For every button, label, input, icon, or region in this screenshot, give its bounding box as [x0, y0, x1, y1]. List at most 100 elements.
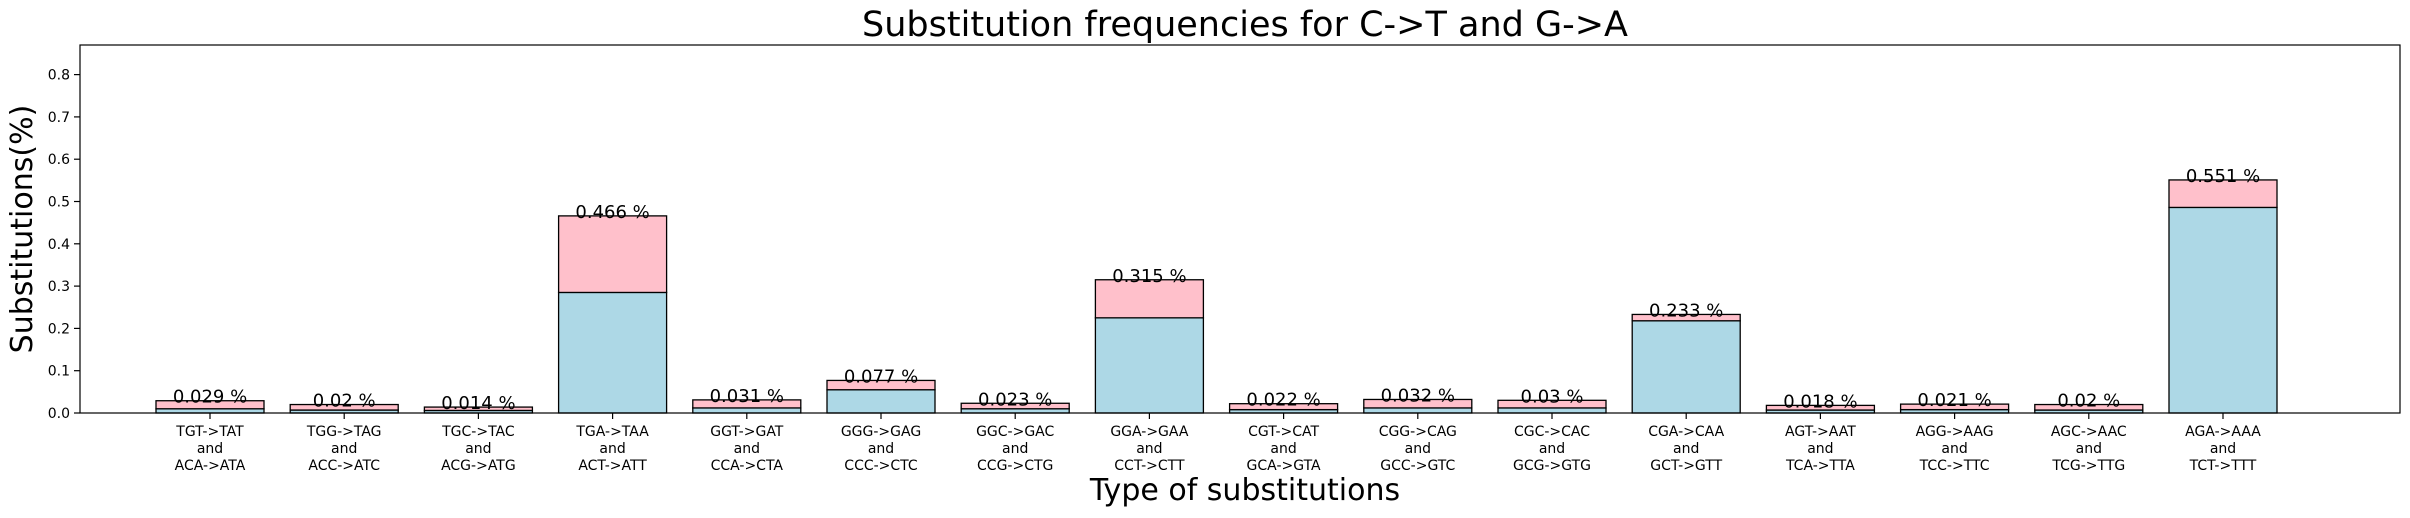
bar-segment-upper	[692, 399, 802, 409]
bar-segment-upper	[1497, 399, 1607, 409]
x-tick-label: and	[1673, 441, 1699, 457]
y-tick-label: 0.7	[48, 110, 70, 126]
y-tick-label: 0.1	[48, 364, 70, 380]
bar-segment-lower	[1497, 407, 1607, 414]
x-tick-label: GCG->GTG	[1513, 458, 1591, 474]
x-tick-label: GGT->GAT	[710, 424, 784, 440]
bars-group	[155, 179, 2278, 414]
x-tick-label: and	[1002, 441, 1028, 457]
x-tick-label: TGG->TAG	[306, 424, 382, 440]
x-tick-label: AGC->AAC	[2051, 424, 2127, 440]
bar-segment-upper	[2034, 403, 2144, 411]
x-tick-label: and	[1807, 441, 1833, 457]
x-tick-label: TGA->TAA	[575, 424, 649, 440]
x-tick-label: CCT->CTT	[1114, 458, 1185, 474]
bar-segment-upper	[155, 400, 265, 410]
y-tick-label: 0.0	[48, 406, 70, 422]
y-tick-label: 0.3	[48, 279, 70, 295]
x-tick-label: CGG->CAG	[1379, 424, 1457, 440]
x-tick-label: TCG->TTG	[2051, 458, 2125, 474]
bar-value-label: 0.029 %	[173, 387, 247, 408]
bar-segment-upper	[1899, 403, 2010, 411]
bar-segment-upper	[289, 403, 399, 411]
bar-value-label: 0.466 %	[575, 202, 649, 223]
bar-segment-upper	[826, 379, 936, 391]
y-tick-label: 0.8	[48, 68, 70, 84]
bar-value-label: 0.551 %	[2186, 166, 2260, 187]
x-tick-label: and	[197, 441, 223, 457]
chart-title: Substitution frequencies for C->T and G-…	[862, 5, 1628, 45]
bar-value-label: 0.077 %	[844, 366, 918, 387]
x-tick-label: and	[1270, 441, 1296, 457]
x-tick-label: and	[2076, 441, 2102, 457]
bar-value-label: 0.02 %	[2057, 391, 2120, 412]
x-tick-label: and	[2210, 441, 2236, 457]
x-tick-label: TGT->TAT	[175, 424, 244, 440]
x-tick-label: CCA->CTA	[711, 458, 784, 474]
bar-value-label: 0.022 %	[1246, 390, 1320, 411]
x-tick-label: TCC->TTC	[1919, 458, 1990, 474]
bar-segment-upper	[557, 215, 668, 294]
bar-segment-upper	[1631, 313, 1741, 322]
bar-segment-lower	[692, 407, 802, 414]
bar-segment-lower	[1631, 320, 1741, 414]
x-tick-label: TCT->TTT	[2189, 458, 2257, 474]
bar-segment-lower	[2168, 206, 2278, 414]
y-tick-label: 0.4	[48, 237, 70, 253]
bar-value-label: 0.03 %	[1521, 386, 1584, 407]
x-tick-label: and	[1539, 441, 1565, 457]
x-tick-label: ACG->ATG	[441, 458, 516, 474]
x-tick-label: and	[1405, 441, 1431, 457]
x-tick-label: AGT->AAT	[1785, 424, 1856, 440]
bar-value-label: 0.021 %	[1917, 390, 1991, 411]
bar-segment-upper	[1094, 279, 1205, 319]
y-tick-label: 0.2	[48, 321, 70, 337]
bar-value-label: 0.233 %	[1649, 300, 1723, 321]
x-tick-label: and	[465, 441, 491, 457]
bar-segment-upper	[1765, 404, 1876, 411]
y-axis-label: Substitutions(%)	[5, 105, 40, 354]
bar-segment-lower	[1094, 317, 1205, 414]
bar-value-label: 0.315 %	[1112, 266, 1186, 287]
bar-value-label: 0.031 %	[710, 386, 784, 407]
x-tick-label: ACT->ATT	[578, 458, 647, 474]
bar-value-label: 0.032 %	[1381, 385, 1455, 406]
bar-segment-lower	[1363, 407, 1473, 414]
x-tick-label: ACC->ATC	[308, 458, 380, 474]
x-tick-label: CCG->CTG	[977, 458, 1053, 474]
x-tick-label: GGC->GAC	[976, 424, 1054, 440]
x-tick-label: CGA->CAA	[1648, 424, 1724, 440]
x-tick-label: TGC->TAC	[441, 424, 515, 440]
x-tick-label: GCC->GTC	[1380, 458, 1455, 474]
x-tick-label: and	[1136, 441, 1162, 457]
x-tick-label: and	[734, 441, 760, 457]
y-tick-label: 0.5	[48, 195, 70, 211]
bar-value-label: 0.023 %	[978, 389, 1052, 410]
x-tick-label: GGG->GAG	[841, 424, 921, 440]
bar-value-label: 0.018 %	[1783, 391, 1857, 412]
x-tick-label: CGC->CAC	[1514, 424, 1590, 440]
x-tick-label: AGA->AAA	[2185, 424, 2261, 440]
x-axis: TGT->TATandACA->ATATGG->TAGandACC->ATCTG…	[175, 413, 2261, 474]
bar-segment-upper	[1363, 398, 1473, 409]
plot-frame	[79, 44, 2401, 414]
x-tick-label: and	[1941, 441, 1967, 457]
y-axis: 0.0 0.1 0.2 0.3 0.4 0.5 0.6 0.7 0.8	[48, 68, 80, 422]
bar-value-label: 0.02 %	[313, 391, 376, 412]
bar-segment-upper	[2168, 179, 2278, 209]
x-tick-label: GGA->GAA	[1110, 424, 1189, 440]
x-tick-label: and	[868, 441, 894, 457]
x-tick-label: CCC->CTC	[844, 458, 918, 474]
x-tick-label: and	[331, 441, 357, 457]
x-tick-label: GCT->GTT	[1650, 458, 1722, 474]
data-labels-group: 0.029 % 0.02 % 0.014 % 0.466 % 0.031 % 0.077 …	[173, 166, 2260, 414]
x-tick-label: AGG->AAG	[1916, 424, 1994, 440]
bar-segment-lower	[557, 291, 668, 414]
y-tick-label: 0.6	[48, 152, 70, 168]
bar-segment-lower	[826, 389, 936, 414]
bar-segment-upper	[1228, 403, 1339, 411]
x-tick-label: CGT->CAT	[1248, 424, 1319, 440]
x-axis-label: Type of substitutions	[1089, 473, 1400, 508]
